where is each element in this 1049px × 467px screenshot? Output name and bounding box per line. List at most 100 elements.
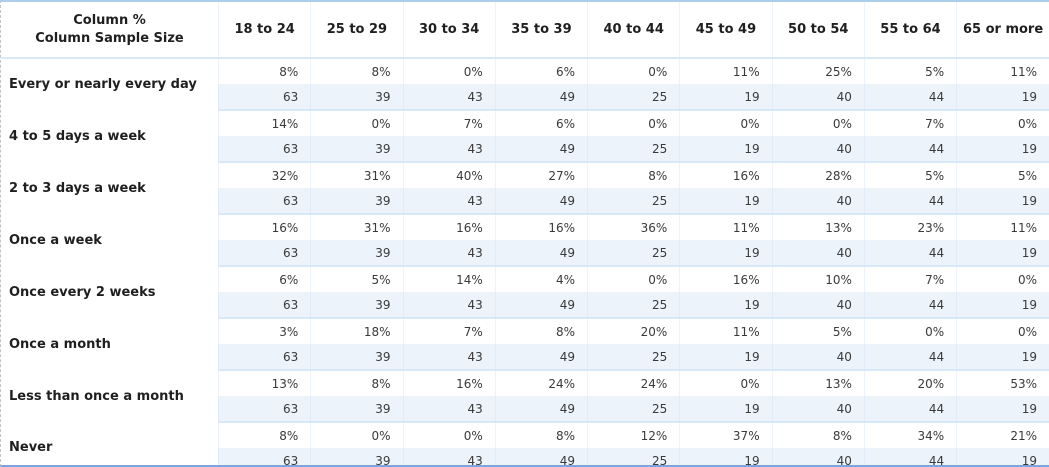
sample-size-cell: 43 <box>402 136 496 163</box>
sample-size-cell: 25 <box>587 188 680 215</box>
sample-size-cell: 43 <box>402 84 496 111</box>
percent-cell: 0% <box>679 110 773 136</box>
column-header: 45 to 49 <box>679 2 773 59</box>
percent-cell: 8% <box>587 162 680 188</box>
corner-header: Column % Column Sample Size <box>1 2 219 59</box>
percent-cell: 0% <box>587 58 680 84</box>
percent-cell: 5% <box>863 58 957 84</box>
table-row-percent: Once a month 3% 18% 7% 8% 20% 11% 5% 0% 0% <box>1 318 1049 370</box>
percent-cell: 7% <box>863 110 957 136</box>
percent-cell: 18% <box>310 318 404 344</box>
sample-size-cell: 19 <box>956 292 1049 319</box>
percent-cell: 0% <box>863 318 957 344</box>
column-header: 18 to 24 <box>217 2 311 59</box>
sample-size-cell: 25 <box>587 136 680 163</box>
percent-cell: 31% <box>310 162 404 188</box>
table-row-percent: Once every 2 weeks 6% 5% 14% 4% 0% 16% 10% 7% 0% <box>1 266 1049 318</box>
row-label: Once a week <box>1 214 219 266</box>
percent-cell: 4% <box>494 266 588 292</box>
sample-size-cell: 63 <box>217 84 311 111</box>
column-header: 65 or more <box>956 2 1049 59</box>
percent-cell: 13% <box>771 370 865 396</box>
sample-size-cell: 19 <box>956 188 1049 215</box>
sample-size-cell: 63 <box>217 396 311 423</box>
sample-size-cell: 49 <box>494 344 588 371</box>
sample-size-cell: 63 <box>217 448 311 465</box>
sample-size-cell: 63 <box>217 188 311 215</box>
percent-cell: 27% <box>494 162 588 188</box>
percent-cell: 7% <box>402 110 496 136</box>
percent-cell: 11% <box>956 58 1049 84</box>
sample-size-cell: 19 <box>679 188 773 215</box>
percent-cell: 53% <box>956 370 1049 396</box>
sample-size-cell: 25 <box>587 396 680 423</box>
percent-cell: 0% <box>679 370 773 396</box>
percent-cell: 11% <box>679 318 773 344</box>
percent-cell: 28% <box>771 162 865 188</box>
table-row-sample-size: 63 39 43 49 25 19 40 44 19 <box>1 396 1049 423</box>
percent-cell: 0% <box>587 266 680 292</box>
percent-cell: 5% <box>863 162 957 188</box>
percent-cell: 34% <box>863 422 957 448</box>
sample-size-cell: 19 <box>679 292 773 319</box>
percent-cell: 8% <box>771 422 865 448</box>
sample-size-cell: 19 <box>956 344 1049 371</box>
percent-cell: 16% <box>494 214 588 240</box>
sample-size-cell: 39 <box>310 84 404 111</box>
sample-size-cell: 39 <box>310 240 404 267</box>
sample-size-cell: 25 <box>587 344 680 371</box>
percent-cell: 8% <box>310 370 404 396</box>
percent-cell: 16% <box>402 370 496 396</box>
sample-size-cell: 19 <box>956 84 1049 111</box>
sample-size-cell: 63 <box>217 240 311 267</box>
percent-cell: 40% <box>402 162 496 188</box>
percent-cell: 11% <box>956 214 1049 240</box>
percent-cell: 13% <box>771 214 865 240</box>
table-row-percent: 2 to 3 days a week 32% 31% 40% 27% 8% 16% 28% 5%… <box>1 162 1049 214</box>
sample-size-cell: 25 <box>587 240 680 267</box>
percent-cell: 5% <box>771 318 865 344</box>
percent-cell: 24% <box>587 370 680 396</box>
sample-size-cell: 40 <box>771 136 865 163</box>
percent-cell: 6% <box>217 266 311 292</box>
row-label: 4 to 5 days a week <box>1 110 219 162</box>
sample-size-cell: 19 <box>679 396 773 423</box>
sample-size-cell: 43 <box>402 448 496 465</box>
sample-size-cell: 40 <box>771 84 865 111</box>
percent-cell: 8% <box>494 422 588 448</box>
sample-size-cell: 43 <box>402 292 496 319</box>
percent-cell: 25% <box>771 58 865 84</box>
sample-size-cell: 40 <box>771 448 865 465</box>
percent-cell: 0% <box>310 110 404 136</box>
sample-size-cell: 19 <box>679 240 773 267</box>
percent-cell: 7% <box>402 318 496 344</box>
sample-size-cell: 25 <box>587 292 680 319</box>
percent-cell: 21% <box>956 422 1049 448</box>
table-body: Every or nearly every day 8% 8% 0% 6% 0% 11% 25… <box>1 58 1049 465</box>
sample-size-cell: 63 <box>217 344 311 371</box>
percent-cell: 14% <box>217 110 311 136</box>
sample-size-cell: 19 <box>679 448 773 465</box>
percent-cell: 0% <box>402 422 496 448</box>
sample-size-cell: 19 <box>679 84 773 111</box>
sample-size-cell: 19 <box>956 396 1049 423</box>
percent-cell: 5% <box>310 266 404 292</box>
sample-size-cell: 44 <box>863 84 957 111</box>
percent-cell: 11% <box>679 58 773 84</box>
table-row-percent: Every or nearly every day 8% 8% 0% 6% 0% 11% 25… <box>1 58 1049 110</box>
table-row-sample-size: 63 39 43 49 25 19 40 44 19 <box>1 188 1049 215</box>
percent-cell: 10% <box>771 266 865 292</box>
table-row-percent: Less than once a month 13% 8% 16% 24% 24% 0% 13… <box>1 370 1049 422</box>
sample-size-cell: 40 <box>771 188 865 215</box>
column-header: 30 to 34 <box>402 2 496 59</box>
corner-header-line1: Column % <box>73 12 146 28</box>
sample-size-cell: 63 <box>217 292 311 319</box>
sample-size-cell: 49 <box>494 396 588 423</box>
percent-cell: 20% <box>863 370 957 396</box>
table-row-sample-size: 63 39 43 49 25 19 40 44 19 <box>1 240 1049 267</box>
sample-size-cell: 44 <box>863 188 957 215</box>
sample-size-cell: 43 <box>402 344 496 371</box>
row-label: Every or nearly every day <box>1 58 219 110</box>
